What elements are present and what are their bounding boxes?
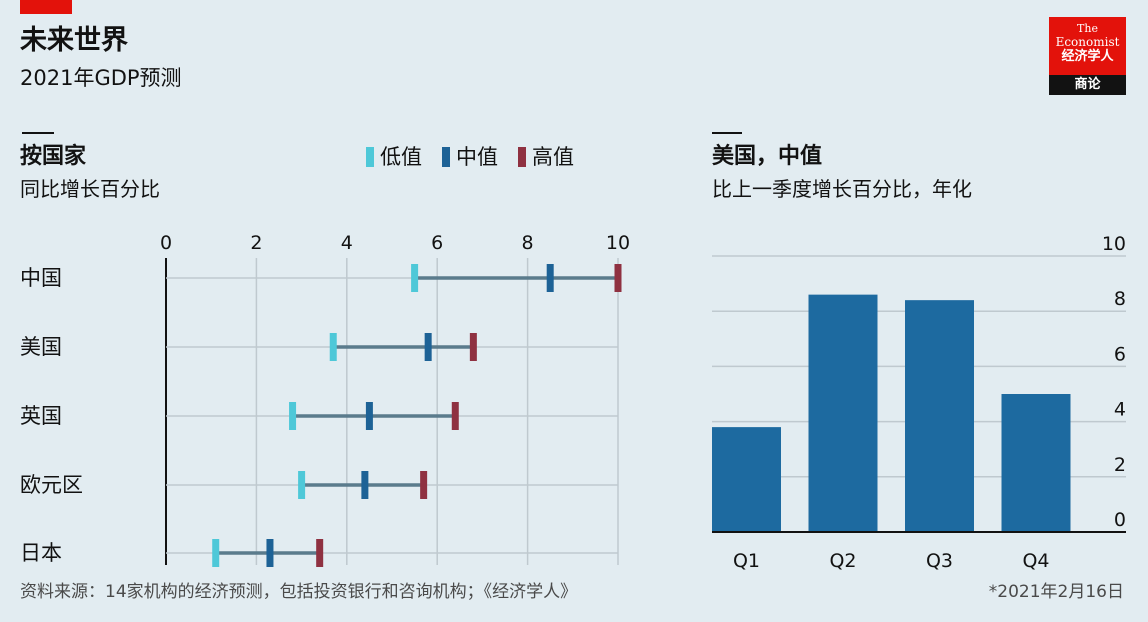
range-marker-high	[469, 333, 477, 361]
right-panel-title: 美国，中值	[712, 144, 823, 169]
bar	[905, 300, 974, 532]
range-marker-high	[614, 264, 622, 292]
x-tick-label: 6	[431, 232, 443, 254]
chart-legend: 低值 中值 高值	[366, 142, 594, 172]
range-marker-mid	[266, 539, 274, 567]
legend-item-low: 低值	[366, 143, 422, 171]
range-marker-low	[298, 471, 306, 499]
right-panel-rule	[712, 132, 742, 134]
bar-chart: 0 2 4 6 8 10 Q1 Q2 Q3 Q4	[712, 233, 1126, 572]
brand-bar	[20, 0, 72, 14]
y-tick-label: 8	[1114, 288, 1126, 310]
category-label: 日本	[20, 541, 62, 565]
legend-item-mid: 中值	[442, 143, 498, 171]
legend-label-high: 高值	[532, 145, 574, 169]
legend-item-high: 高值	[518, 143, 574, 171]
x-tick-label: Q4	[1022, 550, 1049, 572]
category-label: 英国	[20, 404, 62, 428]
category-label: 美国	[20, 335, 62, 359]
range-marker-mid	[546, 264, 554, 292]
range-marker-high	[451, 402, 459, 430]
right-panel-subtitle: 比上一季度增长百分比，年化	[712, 177, 972, 201]
x-tick-label: Q2	[829, 550, 856, 572]
range-marker-high	[420, 471, 428, 499]
logo-red-block: The Economist 经济学人	[1049, 17, 1126, 75]
y-tick-label: 2	[1114, 454, 1126, 476]
logo-line-3: 经济学人	[1061, 49, 1114, 64]
x-tick-label: 2	[250, 232, 262, 254]
category-label: 中国	[20, 266, 62, 290]
range-marker-high	[316, 539, 324, 567]
legend-swatch-mid	[442, 147, 450, 167]
logo-line-2: Economist	[1055, 35, 1120, 49]
legend-label-mid: 中值	[456, 145, 498, 169]
y-tick-label: 4	[1114, 399, 1126, 421]
page-subtitle: 2021年GDP预测	[20, 66, 182, 90]
range-marker-mid	[424, 333, 432, 361]
bar	[808, 294, 878, 532]
legend-label-low: 低值	[380, 145, 422, 169]
range-marker-low	[289, 402, 297, 430]
left-panel-title: 按国家	[20, 144, 87, 169]
x-tick-label: Q3	[926, 550, 953, 572]
left-panel-subtitle: 同比增长百分比	[20, 177, 160, 201]
bar	[1001, 394, 1071, 532]
range-marker-mid	[365, 402, 373, 430]
range-marker-low	[329, 333, 337, 361]
source-note: 资料来源：14家机构的经济预测，包括投资银行和咨询机构；《经济学人》	[20, 582, 578, 602]
y-tick-label: 6	[1114, 343, 1126, 365]
x-tick-label: Q1	[733, 550, 760, 572]
x-tick-label: 0	[160, 232, 172, 254]
y-tick-label: 0	[1114, 509, 1126, 531]
x-tick-label: 8	[522, 232, 534, 254]
range-marker-mid	[361, 471, 369, 499]
bar	[712, 427, 781, 532]
legend-swatch-high	[518, 147, 526, 167]
category-label: 欧元区	[20, 473, 83, 497]
logo-line-1: The	[1077, 22, 1098, 35]
economist-logo: The Economist 经济学人 商论	[1049, 17, 1126, 95]
left-panel-rule	[22, 132, 54, 134]
range-marker-low	[411, 264, 419, 292]
x-tick-label: 4	[341, 232, 353, 254]
y-tick-label: 10	[1102, 233, 1126, 255]
legend-swatch-low	[366, 147, 374, 167]
range-marker-low	[212, 539, 220, 567]
date-note: *2021年2月16日	[988, 582, 1124, 602]
logo-line-4: 商论	[1049, 75, 1126, 95]
x-tick-label: 10	[606, 232, 630, 254]
page-title: 未来世界	[20, 25, 128, 56]
